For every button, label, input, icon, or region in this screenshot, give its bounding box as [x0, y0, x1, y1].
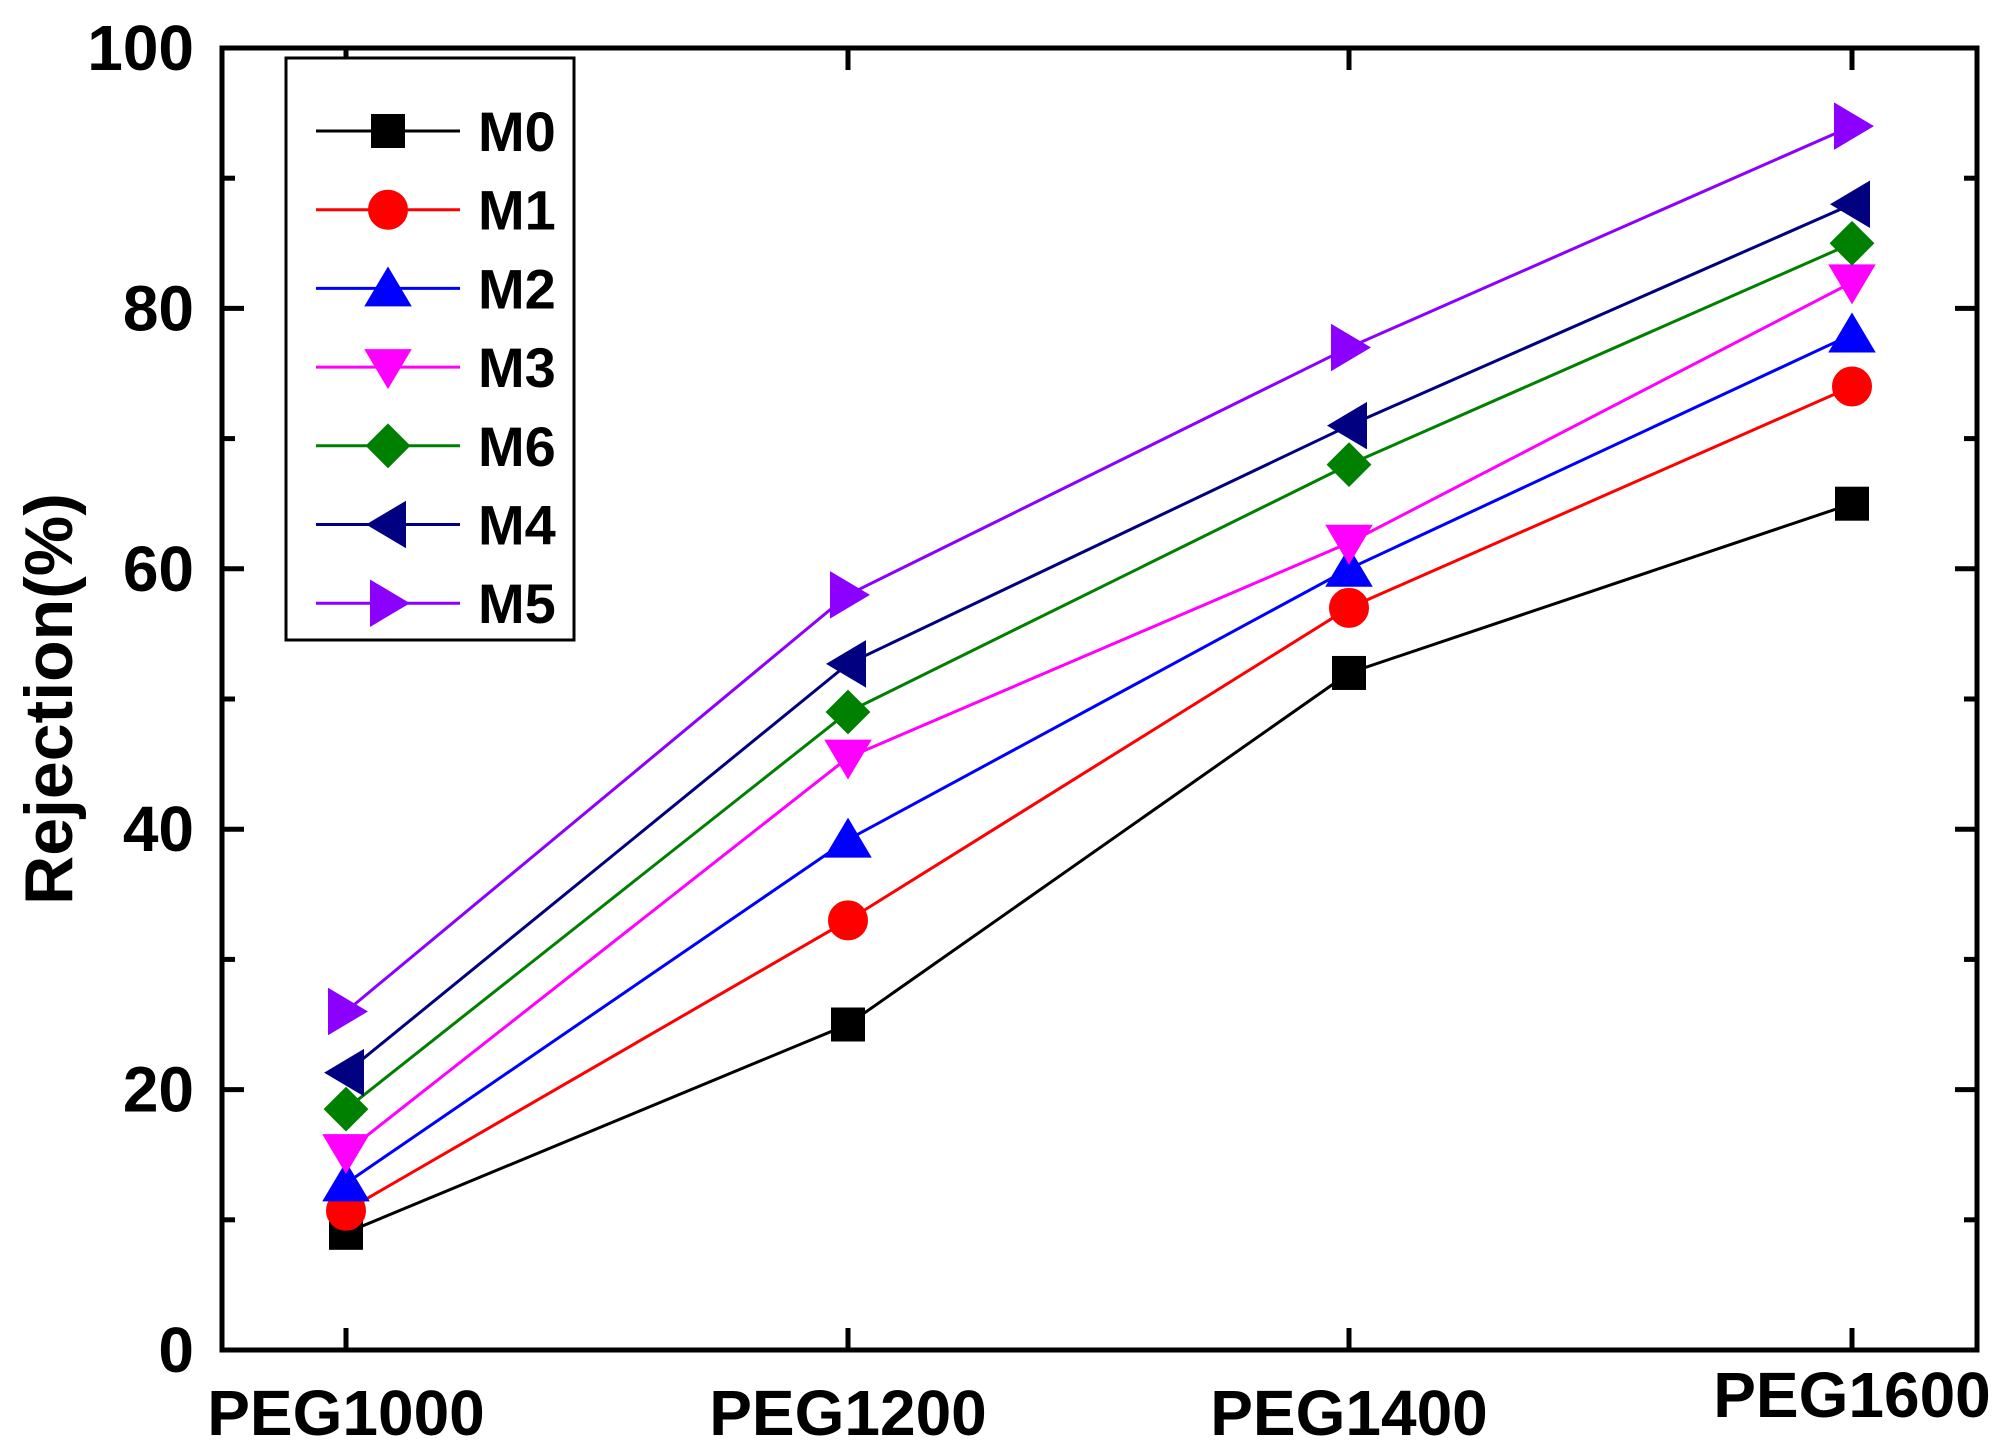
- legend-marker: [370, 579, 410, 627]
- legend-marker: [366, 500, 406, 549]
- series-line: [345, 281, 1853, 1154]
- series-line: [345, 333, 1853, 1185]
- x-tick-label: PEG1200: [709, 1377, 987, 1449]
- legend-marker: [371, 114, 405, 148]
- legend-label: M5: [478, 572, 556, 635]
- data-point: [1829, 220, 1875, 266]
- legend-item-m1: M1: [316, 179, 556, 242]
- series-m5: [328, 102, 1874, 1036]
- legend-item-m0: M0: [316, 100, 556, 163]
- data-point: [824, 739, 872, 780]
- x-tick-label: PEG1000: [207, 1377, 485, 1449]
- series-line: [345, 124, 1853, 1013]
- legend-label: M0: [478, 100, 556, 163]
- legend-item-m2: M2: [316, 257, 556, 320]
- series-m3: [322, 264, 1876, 1175]
- series-line: [345, 502, 1853, 1235]
- data-point: [1325, 524, 1373, 565]
- series-line: [345, 385, 1853, 1212]
- data-point: [322, 1134, 370, 1175]
- data-point: [1830, 180, 1870, 228]
- data-point: [328, 987, 368, 1036]
- y-tick-label: 20: [123, 1054, 194, 1126]
- y-axis-title: Rejection(%): [11, 493, 87, 905]
- data-point: [323, 1086, 369, 1132]
- data-point: [1828, 264, 1876, 305]
- legend-marker: [368, 189, 408, 230]
- data-point: [1325, 546, 1373, 587]
- series-m1: [326, 366, 1872, 1231]
- x-axis: PEG1000 PEG1200 PEG1400 PEG1600: [207, 48, 1991, 1449]
- series-m0: [329, 486, 1869, 1250]
- data-point: [1332, 655, 1366, 690]
- data-point: [1326, 442, 1372, 488]
- data-point: [1329, 587, 1369, 628]
- legend-label: M4: [478, 494, 556, 557]
- legend-marker: [364, 349, 412, 390]
- data-point: [824, 817, 872, 858]
- data-point: [1331, 323, 1371, 372]
- legend-marker: [365, 423, 411, 469]
- data-point: [1828, 312, 1876, 353]
- series-m4: [324, 180, 1870, 1097]
- y-tick-label: 0: [158, 1314, 194, 1386]
- y-tick-label: 80: [123, 272, 194, 344]
- data-point: [828, 900, 868, 941]
- x-tick-label: PEG1600: [1713, 1359, 1991, 1431]
- legend-label: M6: [478, 415, 556, 478]
- data-point: [322, 1161, 370, 1202]
- y-tick-label: 100: [87, 12, 194, 84]
- data-point: [1834, 102, 1874, 150]
- legend: M0 M1 M2 M3 M6 M4 M5: [284, 56, 576, 642]
- y-axis: 0 20 40 60 80 100: [87, 12, 1977, 1386]
- legend-item-m5: M5: [316, 572, 556, 635]
- x-tick-label: PEG1400: [1210, 1377, 1488, 1449]
- data-point: [831, 1007, 865, 1042]
- series-m6: [323, 220, 1875, 1132]
- legend-label: M3: [478, 336, 556, 399]
- legend-box: [284, 56, 576, 642]
- legend-item-m4: M4: [316, 494, 556, 557]
- series-line: [345, 241, 1853, 1111]
- y-tick-label: 60: [123, 533, 194, 605]
- legend-item-m3: M3: [316, 336, 556, 399]
- y-tick-label: 40: [123, 793, 194, 865]
- legend-item-m6: M6: [316, 415, 556, 478]
- legend-label: M1: [478, 179, 556, 242]
- data-point: [324, 1048, 364, 1097]
- series-line: [345, 202, 1853, 1074]
- data-point: [1832, 366, 1872, 407]
- data-point: [826, 640, 866, 688]
- data-point: [1327, 401, 1367, 450]
- data-point: [1835, 486, 1869, 521]
- series-m2: [322, 312, 1876, 1202]
- data-point: [825, 689, 871, 735]
- legend-marker: [364, 266, 412, 307]
- legend-label: M2: [478, 257, 556, 320]
- series-layer: [322, 102, 1876, 1250]
- data-point: [830, 571, 870, 619]
